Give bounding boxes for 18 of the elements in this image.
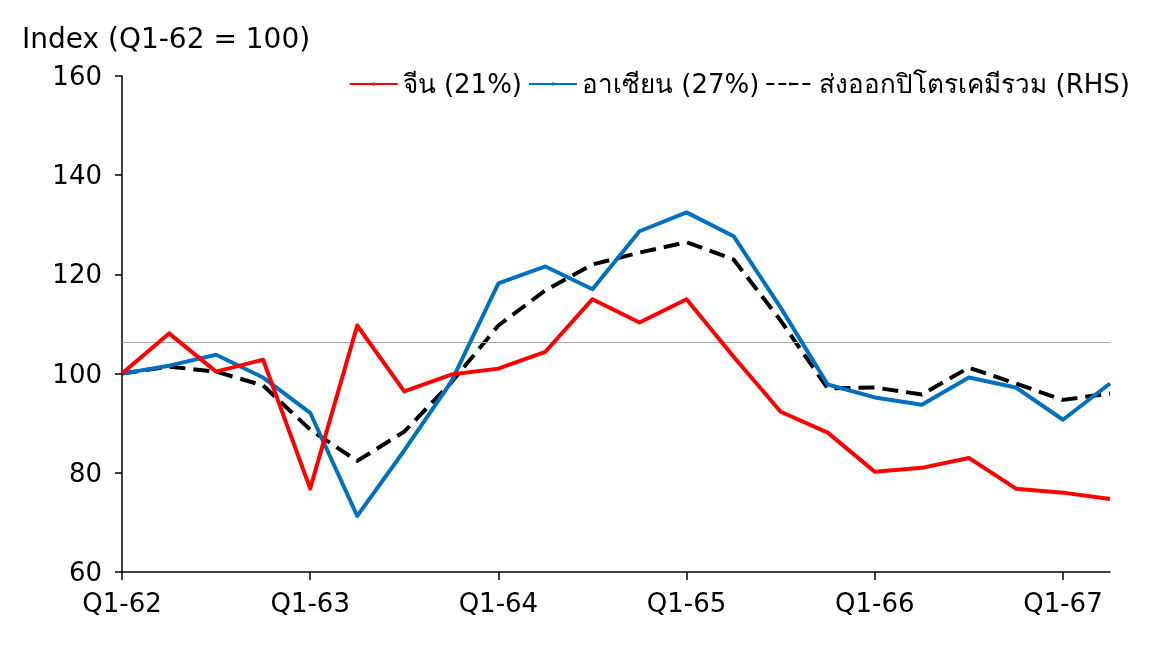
y-tick-label: 140 [52,160,102,191]
y-tick-label: 100 [52,358,102,389]
y-tick-label: 80 [68,457,102,488]
x-tick-label: Q1-62 [82,588,162,618]
legend-label: จีน (21%) [402,69,522,99]
line-series [120,210,1112,518]
x-tick-label: Q1-65 [646,588,727,618]
x-tick-label: Q1-67 [1023,588,1103,618]
y-tick-label: 120 [52,259,102,290]
line-series [120,297,1112,502]
y-axis-title: Index (Q1-62 = 100) [22,21,311,55]
x-tick-label: Q1-66 [835,588,915,618]
legend-label: ส่งออกปิโตรเคมีรวม (RHS) [819,69,1130,99]
legend-label: อาเซียน (27%) [581,69,760,99]
y-tick-label: 160 [52,61,102,91]
x-tick-label: Q1-64 [458,588,539,618]
x-tick-label: Q1-63 [270,588,350,618]
y-tick-label: 60 [68,557,102,587]
